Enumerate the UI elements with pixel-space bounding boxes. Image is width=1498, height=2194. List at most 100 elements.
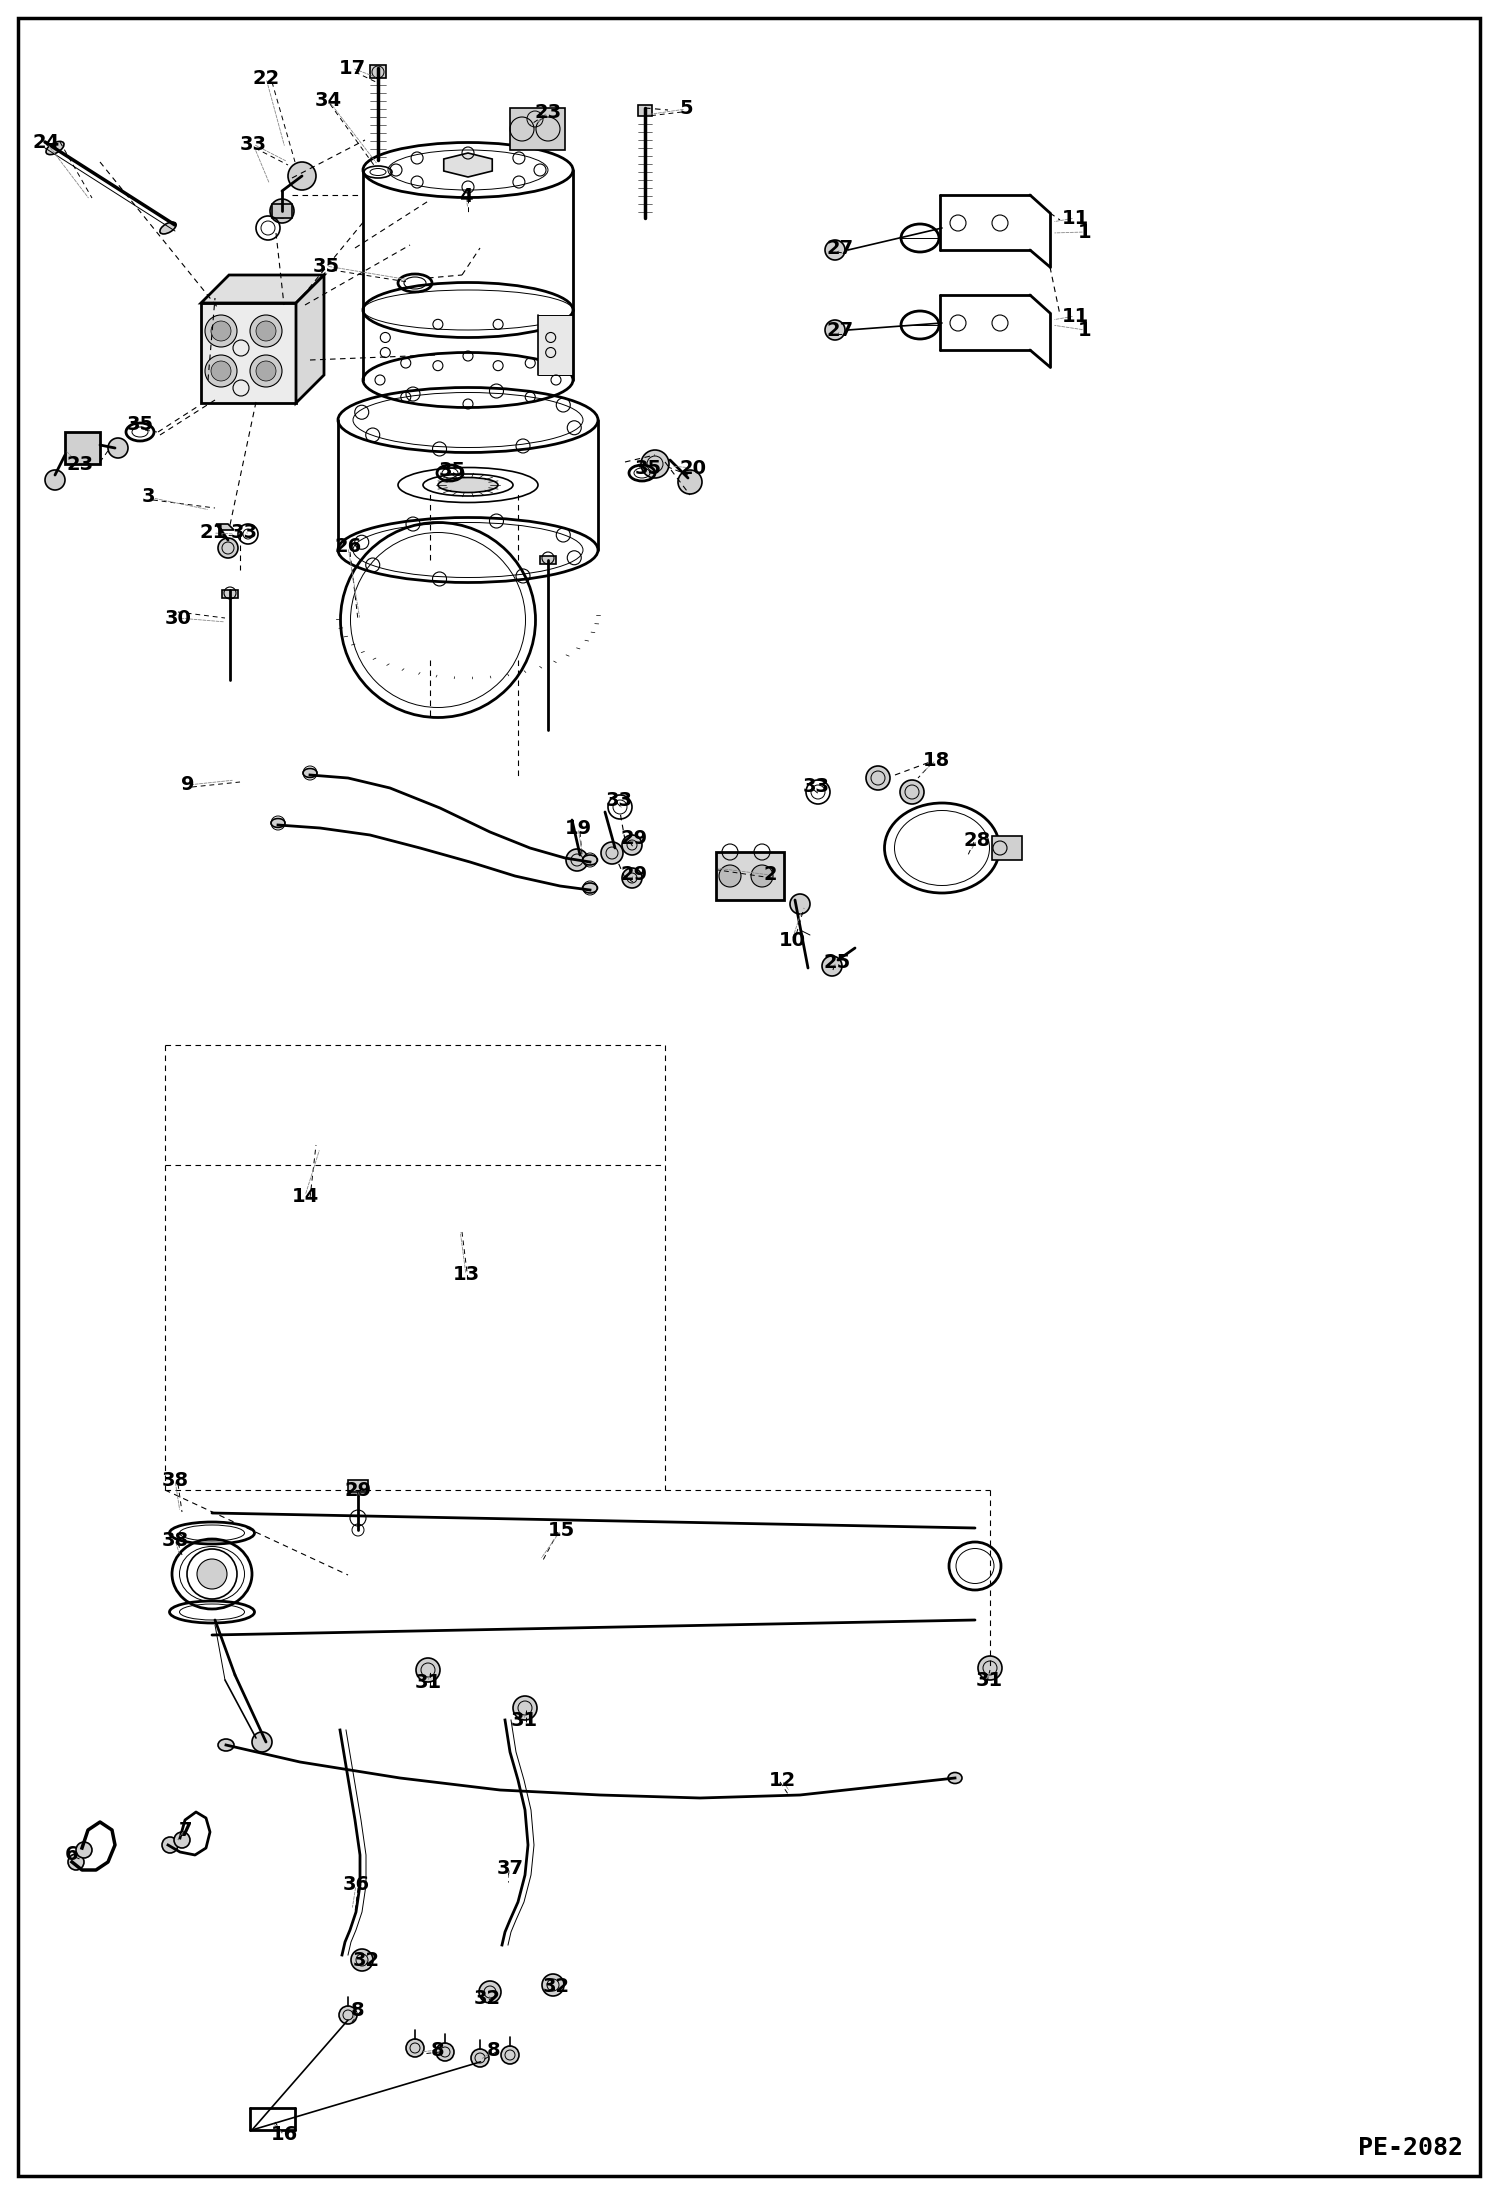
- Text: 34: 34: [315, 90, 342, 110]
- Text: 29: 29: [620, 864, 647, 884]
- Circle shape: [470, 2049, 488, 2067]
- Circle shape: [252, 1731, 273, 1753]
- Circle shape: [512, 1696, 536, 1720]
- Circle shape: [416, 1659, 440, 1683]
- Circle shape: [162, 1836, 178, 1854]
- Ellipse shape: [948, 1773, 962, 1784]
- Text: 1: 1: [1079, 222, 1092, 241]
- Text: 18: 18: [923, 750, 950, 770]
- Circle shape: [211, 320, 231, 340]
- Circle shape: [436, 2043, 454, 2060]
- Ellipse shape: [271, 818, 285, 827]
- Text: 35: 35: [313, 257, 340, 276]
- Circle shape: [622, 869, 643, 889]
- Text: 37: 37: [496, 1858, 523, 1878]
- Text: 25: 25: [824, 952, 851, 972]
- Text: 8: 8: [351, 2001, 366, 2018]
- Circle shape: [500, 2047, 518, 2065]
- Text: 1: 1: [1079, 320, 1092, 340]
- Text: 35: 35: [635, 459, 662, 478]
- Circle shape: [566, 849, 589, 871]
- Polygon shape: [539, 555, 556, 564]
- Circle shape: [679, 470, 703, 494]
- Polygon shape: [297, 274, 324, 404]
- Text: 38: 38: [162, 1470, 189, 1490]
- Text: 33: 33: [605, 790, 632, 810]
- Circle shape: [622, 836, 643, 856]
- Circle shape: [250, 316, 282, 347]
- Text: 35: 35: [126, 415, 154, 434]
- Circle shape: [45, 470, 64, 489]
- Text: 19: 19: [565, 818, 592, 838]
- Ellipse shape: [160, 222, 177, 235]
- Circle shape: [825, 239, 845, 261]
- Circle shape: [205, 355, 237, 386]
- Ellipse shape: [583, 856, 598, 864]
- Text: 27: 27: [827, 320, 854, 340]
- Circle shape: [866, 766, 890, 790]
- Ellipse shape: [219, 1740, 234, 1751]
- Text: 32: 32: [473, 1988, 500, 2008]
- Text: 35: 35: [439, 461, 466, 480]
- Text: 12: 12: [768, 1771, 795, 1790]
- Text: 21: 21: [199, 524, 226, 542]
- Circle shape: [76, 1843, 91, 1858]
- Text: 31: 31: [975, 1670, 1002, 1689]
- Text: 16: 16: [270, 2126, 298, 2144]
- Text: 2: 2: [762, 864, 777, 884]
- Text: 8: 8: [431, 2040, 445, 2060]
- Text: 24: 24: [33, 132, 60, 151]
- Text: 28: 28: [963, 832, 990, 849]
- Text: 32: 32: [352, 1950, 379, 1970]
- Circle shape: [822, 957, 842, 976]
- Polygon shape: [443, 154, 493, 178]
- Text: 36: 36: [343, 1876, 370, 1893]
- Circle shape: [978, 1656, 1002, 1681]
- Circle shape: [406, 2038, 424, 2058]
- Text: 23: 23: [535, 103, 562, 121]
- Text: 6: 6: [66, 1845, 79, 1865]
- Text: 17: 17: [339, 59, 366, 77]
- Bar: [538, 316, 574, 375]
- Ellipse shape: [437, 478, 497, 491]
- Text: 23: 23: [66, 456, 93, 474]
- Polygon shape: [216, 524, 234, 531]
- Polygon shape: [638, 105, 652, 116]
- Circle shape: [198, 1560, 228, 1588]
- Circle shape: [351, 1948, 373, 1970]
- Text: 20: 20: [680, 459, 707, 478]
- Ellipse shape: [46, 140, 64, 154]
- Text: 4: 4: [460, 186, 473, 206]
- Text: 22: 22: [252, 68, 280, 88]
- Circle shape: [339, 2005, 357, 2025]
- Polygon shape: [370, 66, 386, 79]
- Text: 10: 10: [779, 930, 806, 950]
- Bar: [509, 108, 565, 149]
- Text: 33: 33: [240, 134, 267, 154]
- Polygon shape: [222, 590, 238, 599]
- Circle shape: [256, 362, 276, 382]
- Circle shape: [641, 450, 670, 478]
- Circle shape: [219, 538, 238, 557]
- Ellipse shape: [583, 882, 598, 893]
- Circle shape: [288, 162, 316, 191]
- Text: 33: 33: [231, 522, 258, 542]
- Polygon shape: [201, 274, 324, 303]
- Text: 14: 14: [292, 1187, 319, 1205]
- Text: 13: 13: [452, 1266, 479, 1283]
- Text: 3: 3: [141, 487, 154, 507]
- Circle shape: [250, 355, 282, 386]
- Circle shape: [256, 320, 276, 340]
- Polygon shape: [201, 303, 297, 404]
- Text: 9: 9: [181, 774, 195, 794]
- Text: 8: 8: [487, 2040, 500, 2060]
- Text: 33: 33: [803, 777, 830, 796]
- Ellipse shape: [303, 768, 318, 777]
- Circle shape: [542, 1975, 565, 1997]
- Text: PE-2082: PE-2082: [1357, 2137, 1462, 2161]
- Text: 27: 27: [827, 239, 854, 257]
- Circle shape: [479, 1981, 500, 2003]
- Text: 31: 31: [511, 1711, 538, 1729]
- Text: 15: 15: [547, 1520, 575, 1540]
- Circle shape: [750, 864, 773, 886]
